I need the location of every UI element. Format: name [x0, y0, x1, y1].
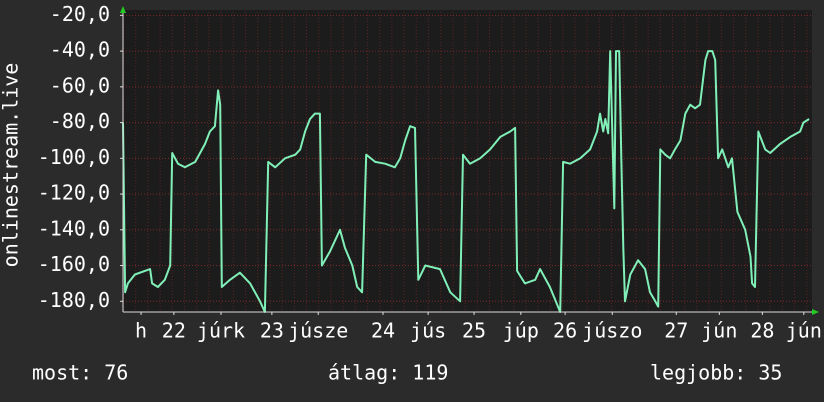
y-tick-label: -40,0: [50, 38, 110, 62]
y-tick-label: -20,0: [50, 2, 110, 26]
x-tick-label: jún: [701, 319, 737, 343]
x-tick-label: júp: [503, 319, 539, 343]
x-tick-label: jús: [410, 319, 446, 343]
y-tick-label: -160,0: [38, 252, 110, 276]
x-tick-label: júrk: [197, 319, 245, 343]
x-arrow: [812, 309, 819, 315]
x-tick-label: jún: [786, 319, 822, 343]
y-tick-label: -140,0: [38, 216, 110, 240]
y-tick-label: -80,0: [50, 109, 110, 133]
x-tick-label: 27: [664, 319, 688, 343]
x-tick-label: h: [135, 319, 147, 343]
y-tick-label: -180,0: [38, 288, 110, 312]
marks: [122, 50, 810, 313]
x-tick-label: 23: [260, 319, 284, 343]
series-line: [122, 50, 810, 313]
x-tick-label: 26: [553, 319, 577, 343]
x-tick-label: 24: [371, 319, 395, 343]
y-arrow: [120, 6, 126, 13]
x-tick-label: 22: [162, 319, 186, 343]
x-tick-label: 25: [462, 319, 486, 343]
y-tick-label: -100,0: [38, 145, 110, 169]
stat-average: átlag: 119: [328, 361, 448, 385]
y-tick-label: -60,0: [50, 73, 110, 97]
x-tick-label: júszo: [582, 319, 642, 343]
stat-best: legjobb: 35: [650, 361, 782, 385]
grid: [123, 14, 812, 302]
y-tick-label: -120,0: [38, 181, 110, 205]
x-tick-label: 28: [750, 319, 774, 343]
x-tick-label: júsze: [288, 319, 348, 343]
y-axis-label: onlinestream.live: [0, 63, 23, 268]
stat-current: most: 76: [32, 361, 128, 385]
